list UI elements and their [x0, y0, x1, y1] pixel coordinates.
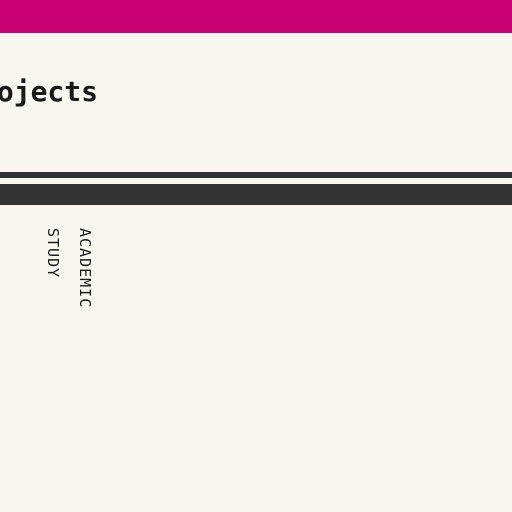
page-title: rojects: [0, 75, 99, 108]
divider-thin: [0, 172, 512, 178]
tag-study: STUDY: [44, 228, 62, 279]
tag-academic: ACADEMIC: [76, 228, 94, 309]
top-accent-bar: [0, 0, 512, 33]
divider-thick: [0, 184, 512, 205]
